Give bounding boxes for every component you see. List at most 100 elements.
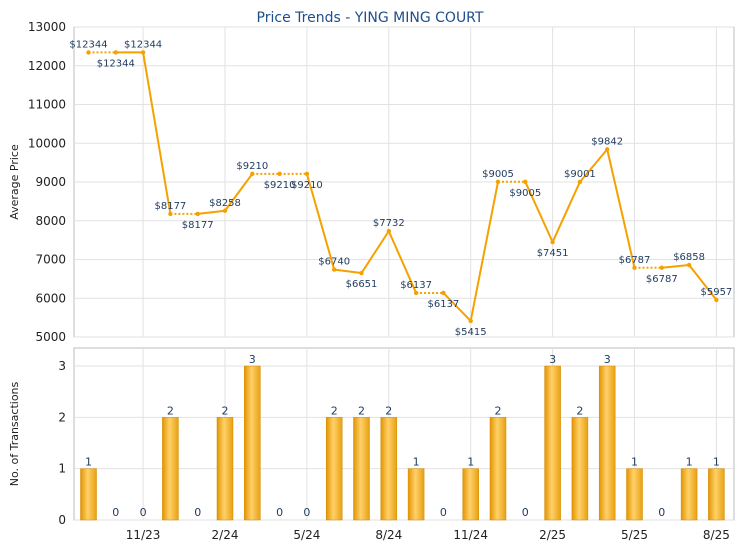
- price-data-label: $5415: [455, 327, 487, 338]
- transaction-count-label: 2: [167, 404, 174, 417]
- price-y-tick-label: 9000: [35, 175, 66, 189]
- price-data-label: $6740: [318, 257, 350, 268]
- price-segment: [524, 181, 554, 243]
- price-segment: [197, 209, 226, 215]
- price-segment: [688, 264, 718, 301]
- price-segment: [469, 181, 499, 322]
- transaction-count-label: 1: [631, 456, 638, 469]
- transaction-bar: [544, 365, 561, 521]
- transaction-count-label: 1: [467, 456, 474, 469]
- price-data-label: $9005: [509, 188, 541, 199]
- price-data-label: $6137: [427, 299, 459, 310]
- transaction-count-label: 0: [194, 506, 201, 519]
- price-data-label: $6858: [673, 252, 705, 263]
- price-series: $12344$12344$12344$8177$8177$8258$9210$9…: [69, 39, 732, 337]
- price-y-tick-label: 12000: [28, 59, 66, 73]
- chart-title: Price Trends - YING MING COURT: [257, 10, 484, 26]
- price-data-label: $6787: [619, 255, 651, 266]
- x-tick-label: 2/25: [539, 528, 566, 542]
- transaction-bar: [162, 417, 179, 521]
- price-segment: [305, 173, 336, 270]
- price-data-label: $5957: [700, 287, 732, 298]
- price-y-tick-label: 6000: [35, 291, 66, 305]
- price-data-label: $9842: [591, 136, 623, 147]
- price-segment: [606, 149, 636, 268]
- transactions-plot-area: [73, 347, 735, 521]
- price-data-label: $8258: [209, 198, 241, 209]
- price-point: [523, 179, 528, 185]
- transaction-bar: [462, 468, 479, 521]
- price-point: [222, 208, 228, 213]
- transaction-bar: [598, 365, 616, 521]
- transaction-count-label: 3: [604, 353, 611, 366]
- price-point: [86, 50, 91, 55]
- price-point: [168, 211, 173, 217]
- transaction-bar: [380, 417, 398, 521]
- price-point: [686, 262, 692, 268]
- price-data-label: $9005: [482, 169, 514, 180]
- price-segment: [142, 52, 172, 215]
- x-tick-label: 5/24: [293, 528, 320, 542]
- price-y-tick-label: 10000: [28, 136, 66, 150]
- price-data-label: $12344: [124, 39, 162, 50]
- price-data-label: $6137: [400, 280, 432, 291]
- x-tick-label: 2/24: [212, 528, 239, 542]
- transaction-count-label: 0: [522, 506, 529, 519]
- price-data-label: $7451: [537, 248, 569, 259]
- transaction-count-label: 0: [276, 506, 283, 519]
- price-point: [332, 267, 337, 272]
- transactions-y-tick-label: 2: [58, 410, 66, 424]
- x-tick-label: 11/24: [453, 528, 488, 542]
- price-point: [632, 265, 637, 270]
- price-y-tick-label: 8000: [35, 214, 66, 228]
- transactions-y-tick-label: 1: [58, 462, 66, 476]
- transactions-bars: 1 0 0 2 0 2 3 0 0 2 2 2 1 0 1 2 0 3 2 3 1 0 1 1: [80, 353, 725, 521]
- transaction-bar: [325, 417, 343, 521]
- price-data-label: $7732: [373, 218, 405, 229]
- price-point: [550, 239, 555, 245]
- price-point: [714, 297, 719, 303]
- transaction-bar: [626, 468, 643, 521]
- x-tick-label: 11/23: [126, 528, 161, 542]
- price-data-label: $12344: [69, 39, 107, 50]
- price-point: [659, 265, 664, 270]
- transaction-bar: [407, 468, 425, 521]
- transaction-count-label: 1: [686, 456, 693, 469]
- transaction-bar: [244, 365, 261, 521]
- price-point: [441, 290, 446, 296]
- transaction-count-label: 2: [385, 404, 392, 417]
- price-data-label: $12344: [97, 58, 135, 69]
- price-point: [140, 50, 146, 55]
- x-tick-label: 8/24: [375, 528, 402, 542]
- price-point: [413, 290, 419, 296]
- price-point: [277, 171, 282, 177]
- transaction-count-label: 0: [140, 506, 147, 519]
- transaction-count-label: 3: [549, 353, 556, 366]
- transaction-count-label: 0: [658, 506, 665, 519]
- price-segment: [579, 148, 608, 183]
- price-segment: [442, 292, 472, 322]
- price-point: [495, 179, 501, 185]
- price-y-tick-label: 7000: [35, 253, 66, 267]
- transaction-count-label: 0: [303, 506, 310, 519]
- price-point: [304, 171, 310, 177]
- price-point: [577, 179, 583, 185]
- transaction-bar: [80, 468, 97, 521]
- price-data-label: $6787: [646, 274, 678, 285]
- transaction-bar: [216, 417, 234, 521]
- price-segment: [551, 181, 581, 243]
- x-axis-tick-labels: 11/23 2/24 5/24 8/24 11/24 2/25 5/25 8/25: [126, 528, 730, 542]
- price-segment: [224, 173, 254, 212]
- transactions-y-axis-title: No. of Transactions: [8, 381, 21, 486]
- price-point: [250, 171, 255, 177]
- price-data-label: $6651: [346, 279, 378, 290]
- price-point: [359, 270, 364, 276]
- price-point: [386, 228, 391, 234]
- price-y-tick-label: 5000: [35, 330, 66, 344]
- price-y-ticks: 5000 6000 7000 8000 9000 10000 11000 12000 13000: [28, 20, 66, 344]
- price-data-label: $8177: [182, 220, 214, 231]
- price-data-label: $9001: [564, 169, 596, 180]
- x-tick-label: 5/25: [621, 528, 648, 542]
- transaction-count-label: 2: [576, 404, 583, 417]
